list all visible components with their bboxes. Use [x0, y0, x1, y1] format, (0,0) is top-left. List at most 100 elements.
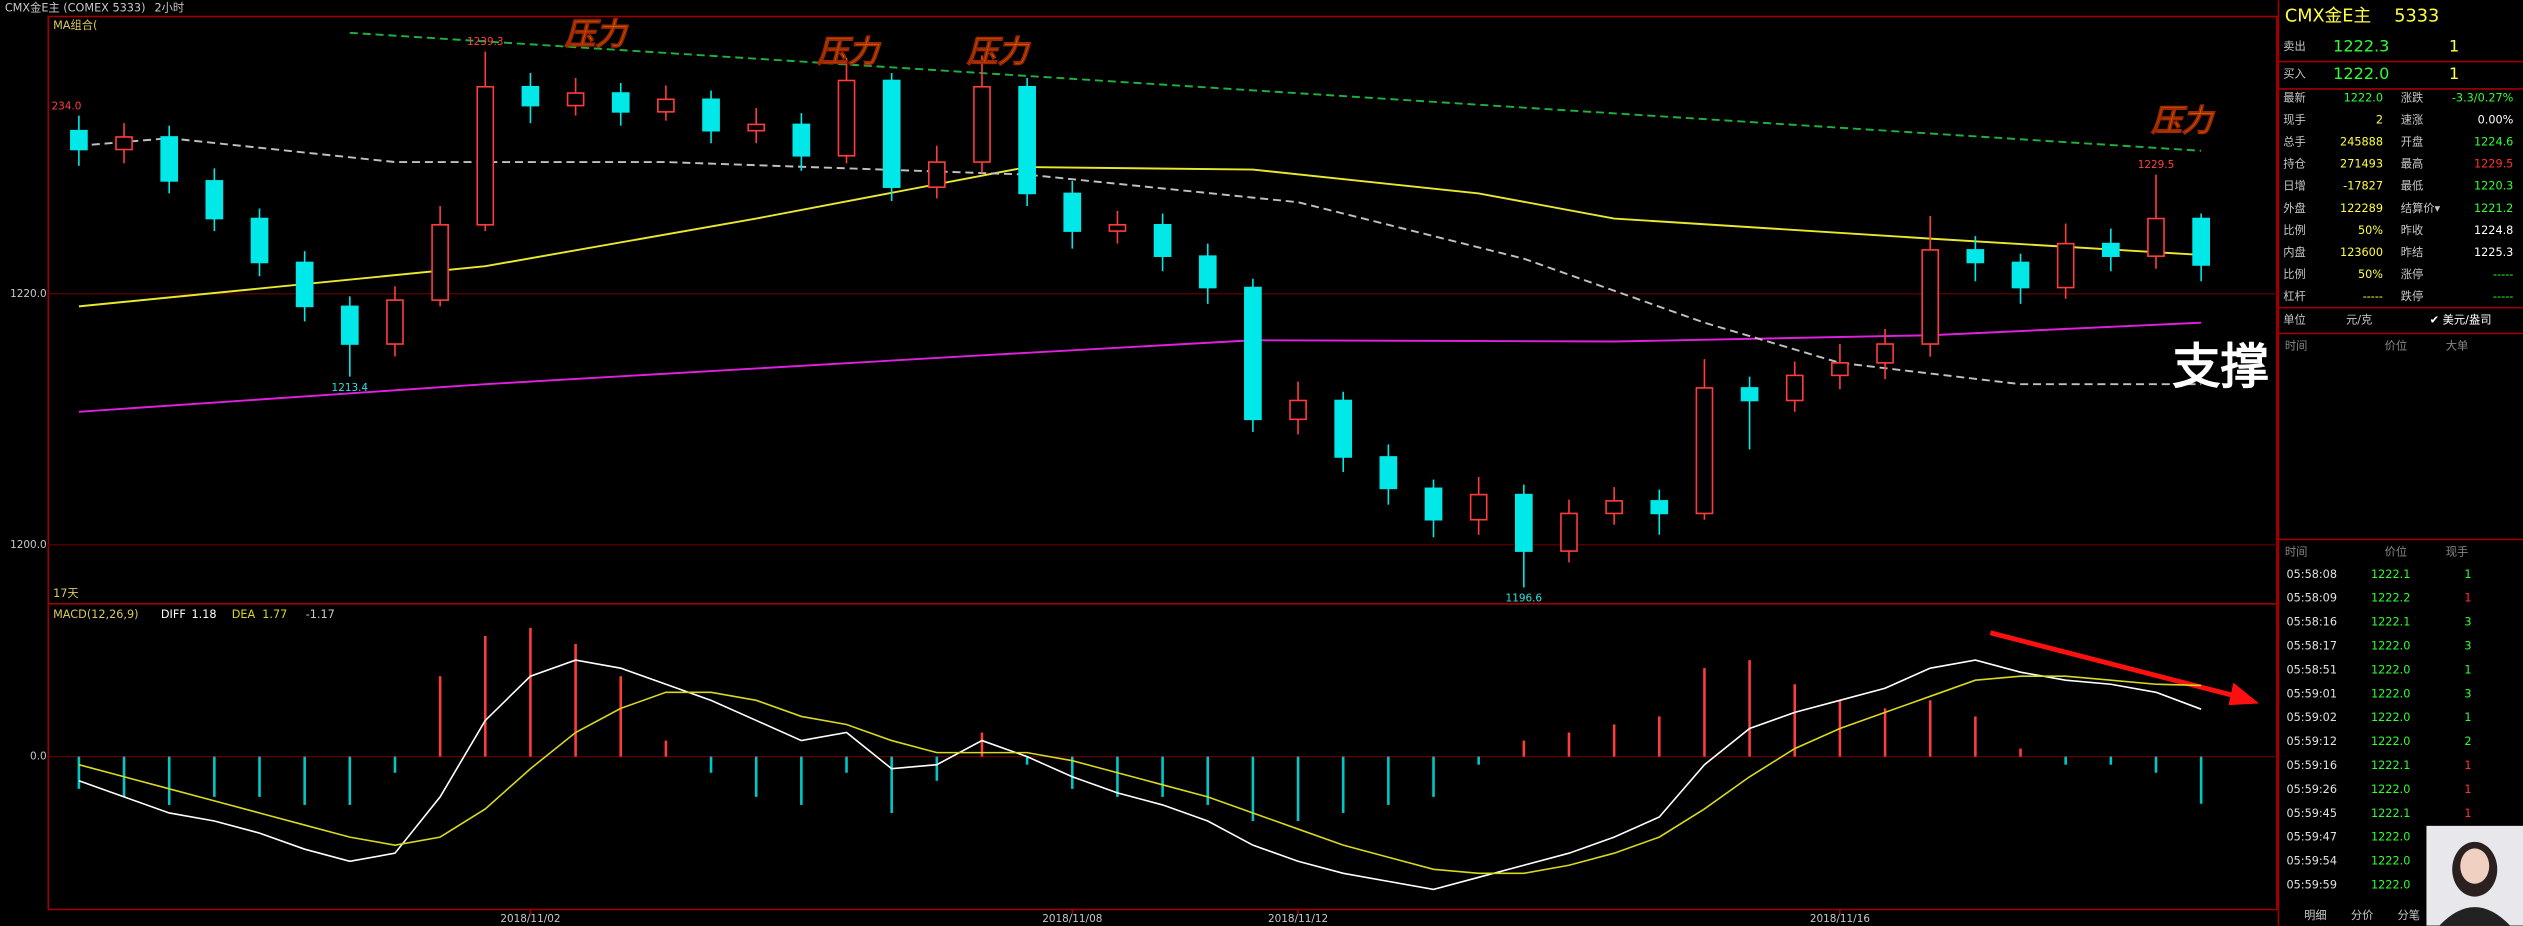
quote-side-label: 卖出	[2283, 39, 2306, 53]
quote-label: 跌停	[2401, 289, 2424, 303]
candle-body	[295, 261, 314, 308]
tab[interactable]: 分笔	[2397, 908, 2420, 922]
trade-price: 1222.0	[2371, 855, 2410, 868]
trade-price: 1222.0	[2371, 878, 2410, 891]
quote-label: 开盘	[2401, 135, 2424, 149]
trade-volume: 1	[2464, 759, 2471, 772]
trade-price: 1222.1	[2371, 759, 2410, 772]
quote-value: 1225.3	[2474, 246, 2513, 259]
quote-label: 外盘	[2283, 201, 2306, 215]
quote-value: -3.3/0.27%	[2452, 92, 2514, 105]
quote-label: 涨跌	[2401, 91, 2424, 105]
quote-label: 日增	[2283, 179, 2306, 193]
quote-label: 结算价▾	[2401, 201, 2441, 215]
quote-side-price: 1222.0	[2333, 64, 2389, 83]
extreme-price-label: 1213.4	[332, 382, 369, 394]
quote-value: -17827	[2343, 180, 2383, 193]
trade-price: 1222.2	[2371, 592, 2410, 605]
quote-value: -----	[2363, 290, 2383, 303]
candle-body	[1695, 387, 1714, 515]
macd-legend-value: 1.18	[191, 608, 216, 621]
candle-body	[2192, 217, 2210, 266]
candle-body	[340, 305, 359, 345]
candle-body	[1650, 500, 1669, 515]
trade-time: 05:59:02	[2286, 711, 2337, 724]
quote-value: 1224.8	[2474, 224, 2513, 237]
candle-body	[1966, 249, 1985, 264]
candle-body	[611, 92, 630, 113]
tab[interactable]: 分价	[2351, 909, 2374, 922]
trade-time: 05:59:59	[2286, 878, 2337, 891]
trade-price: 1222.1	[2371, 807, 2410, 820]
candle-body	[1605, 500, 1623, 515]
trade-time: 05:59:45	[2286, 807, 2337, 820]
list-header: 时间	[2285, 545, 2308, 558]
unit-cell: 元/克	[2346, 314, 2372, 327]
quote-value: 0.00%	[2478, 114, 2514, 127]
macd-line	[78, 675, 2202, 875]
candle-body	[115, 136, 133, 151]
x-tick-label: 2018/11/02	[500, 913, 560, 925]
quote-title: CMX金E主	[2285, 5, 2371, 26]
candle-body	[2056, 242, 2075, 289]
candle-body	[1469, 493, 1488, 521]
days-label: 17天	[53, 587, 79, 600]
candle-body	[160, 136, 179, 182]
resistance-annotation: 压力	[816, 35, 882, 70]
quote-value: 271493	[2340, 158, 2383, 171]
trade-volume: 3	[2464, 687, 2471, 700]
quote-value: 1221.2	[2474, 202, 2513, 215]
extreme-price-label: 1196.6	[1506, 593, 1543, 605]
window-title: CMX金E主 (COMEX 5333)	[5, 0, 146, 14]
list-header: 大单	[2446, 338, 2469, 352]
quote-value: 50%	[2358, 224, 2383, 237]
unit-cell: 单位	[2283, 313, 2306, 327]
trade-volume: 1	[2464, 711, 2471, 724]
trade-price: 1222.0	[2371, 663, 2410, 676]
list-header: 时间	[2285, 339, 2308, 352]
x-tick-label: 2018/11/16	[1810, 913, 1870, 925]
quote-label: 内盘	[2283, 245, 2306, 259]
candle-body	[1514, 493, 1533, 552]
trend-arrow	[1989, 630, 2247, 702]
candle-body	[837, 79, 856, 157]
candle-body	[1560, 512, 1578, 552]
quote-label: 比例	[2283, 267, 2306, 281]
candle-body	[386, 299, 404, 345]
trade-volume: 1	[2464, 783, 2471, 796]
resistance-annotation: 压力	[564, 17, 630, 52]
candle-body	[747, 123, 766, 132]
quote-label: 杠杆	[2283, 289, 2306, 303]
trade-volume: 2	[2464, 735, 2471, 748]
candle-body	[476, 85, 495, 226]
candle-body	[1424, 487, 1443, 521]
trade-time: 05:58:08	[2286, 568, 2337, 581]
tab[interactable]: 明细	[2304, 909, 2327, 922]
trend-arrow-head	[2228, 682, 2260, 706]
trade-time: 05:59:26	[2286, 783, 2337, 796]
candle-body	[1785, 374, 1804, 402]
quote-value: 2	[2376, 114, 2383, 127]
candle-body	[70, 129, 88, 151]
trade-time: 05:58:51	[2286, 663, 2337, 676]
x-tick-label: 2018/11/08	[1042, 913, 1102, 925]
trade-time: 05:59:47	[2286, 831, 2337, 844]
trade-time: 05:59:01	[2286, 687, 2337, 700]
ma-line	[78, 166, 2202, 308]
period-selector[interactable]: 2小时	[154, 1, 184, 14]
unit-cell: ✔ 美元/盎司	[2430, 313, 2492, 327]
candle-body	[792, 123, 811, 157]
y-tick-label: 0.0	[30, 751, 47, 763]
trade-price: 1222.0	[2371, 711, 2410, 724]
trade-price: 1222.1	[2371, 568, 2410, 581]
trade-volume: 3	[2464, 616, 2471, 629]
trade-price: 1222.0	[2371, 687, 2410, 700]
quote-side-volume: 1	[2449, 37, 2459, 56]
x-tick-label: 2018/11/12	[1268, 913, 1328, 925]
quote-value: 1220.3	[2474, 180, 2513, 193]
candle-body	[2147, 217, 2165, 257]
quote-label: 持仓	[2283, 157, 2306, 171]
trade-price: 1222.0	[2371, 640, 2410, 653]
